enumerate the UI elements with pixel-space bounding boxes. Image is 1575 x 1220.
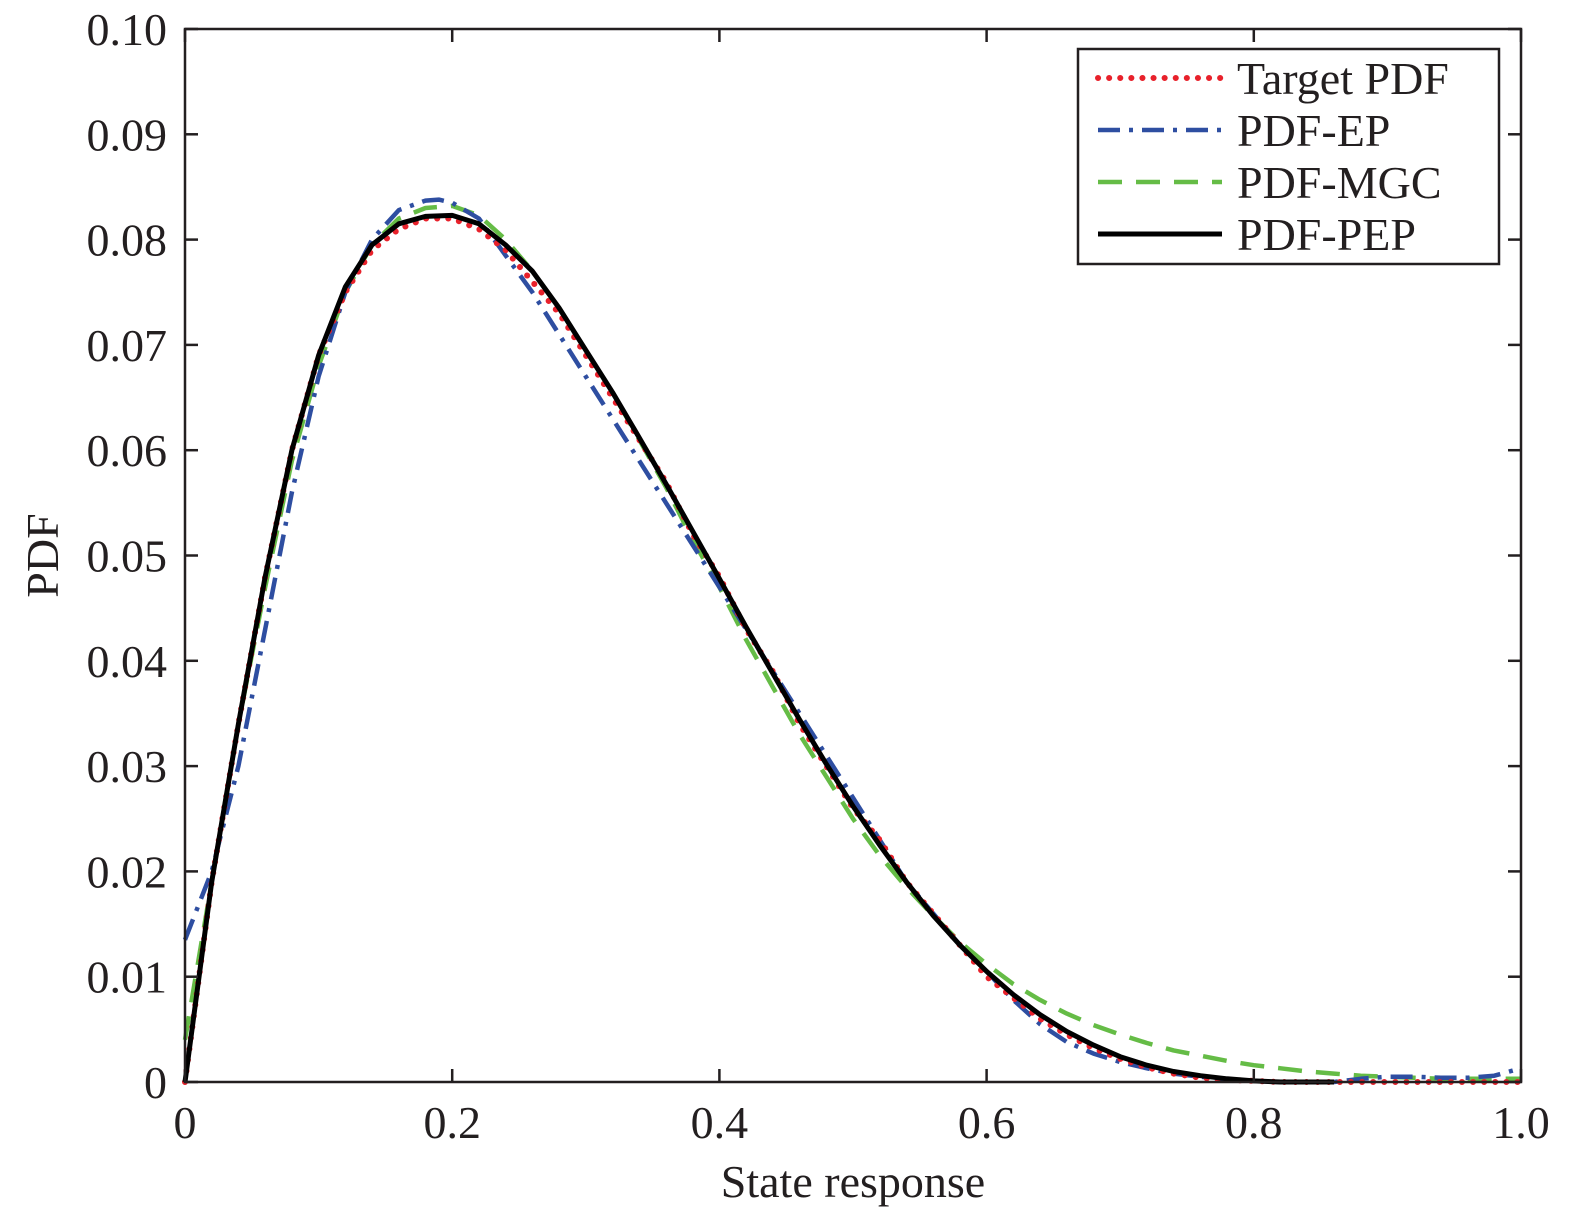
x-tick-label: 1.0 bbox=[1492, 1097, 1550, 1148]
y-tick-label: 0.05 bbox=[87, 531, 168, 582]
y-tick-label: 0.04 bbox=[87, 636, 168, 687]
x-tick-label: 0.4 bbox=[691, 1097, 749, 1148]
ticks-layer: 0 0.2 0.4 0.6 0.8 1.0 0 0.01 0.02 0.03 0.04 0.05 0.0… bbox=[87, 4, 1550, 1148]
legend-label-target-pdf: Target PDF bbox=[1237, 53, 1449, 104]
x-tick-label: 0 bbox=[174, 1097, 197, 1148]
legend-label-pdf-ep: PDF-EP bbox=[1237, 105, 1390, 156]
series-line-target-pdf bbox=[182, 215, 1524, 1085]
series-line-pdf-pep bbox=[182, 212, 1334, 1085]
y-tick-label: 0.09 bbox=[87, 109, 168, 160]
legend-label-pdf-mgc: PDF-MGC bbox=[1237, 157, 1442, 208]
series-line-pdf-mgc bbox=[182, 203, 1521, 1082]
legend: Target PDF PDF-EP PDF-MGC PDF-PEP bbox=[1076, 47, 1501, 266]
y-tick-label: 0.06 bbox=[87, 425, 168, 476]
x-tick-label: 0.2 bbox=[423, 1097, 481, 1148]
series-line-pdf-ep bbox=[182, 197, 1522, 1085]
legend-label-pdf-pep: PDF-PEP bbox=[1237, 209, 1416, 260]
y-axis-label: PDF bbox=[17, 513, 68, 597]
y-tick-label: 0.07 bbox=[87, 320, 168, 371]
y-tick-label: 0.03 bbox=[87, 741, 168, 792]
x-axis-label: State response bbox=[721, 1156, 985, 1207]
y-tick-label: 0.02 bbox=[87, 846, 168, 897]
x-tick-label: 0.6 bbox=[958, 1097, 1016, 1148]
y-tick-label: 0 bbox=[144, 1057, 167, 1108]
legend-box bbox=[1076, 47, 1501, 266]
y-tick-label: 0.08 bbox=[87, 215, 168, 266]
y-tick-label: 0.10 bbox=[87, 4, 168, 55]
y-tick-label: 0.01 bbox=[87, 952, 168, 1003]
x-tick-label: 0.8 bbox=[1225, 1097, 1283, 1148]
series-layer bbox=[182, 197, 1524, 1085]
